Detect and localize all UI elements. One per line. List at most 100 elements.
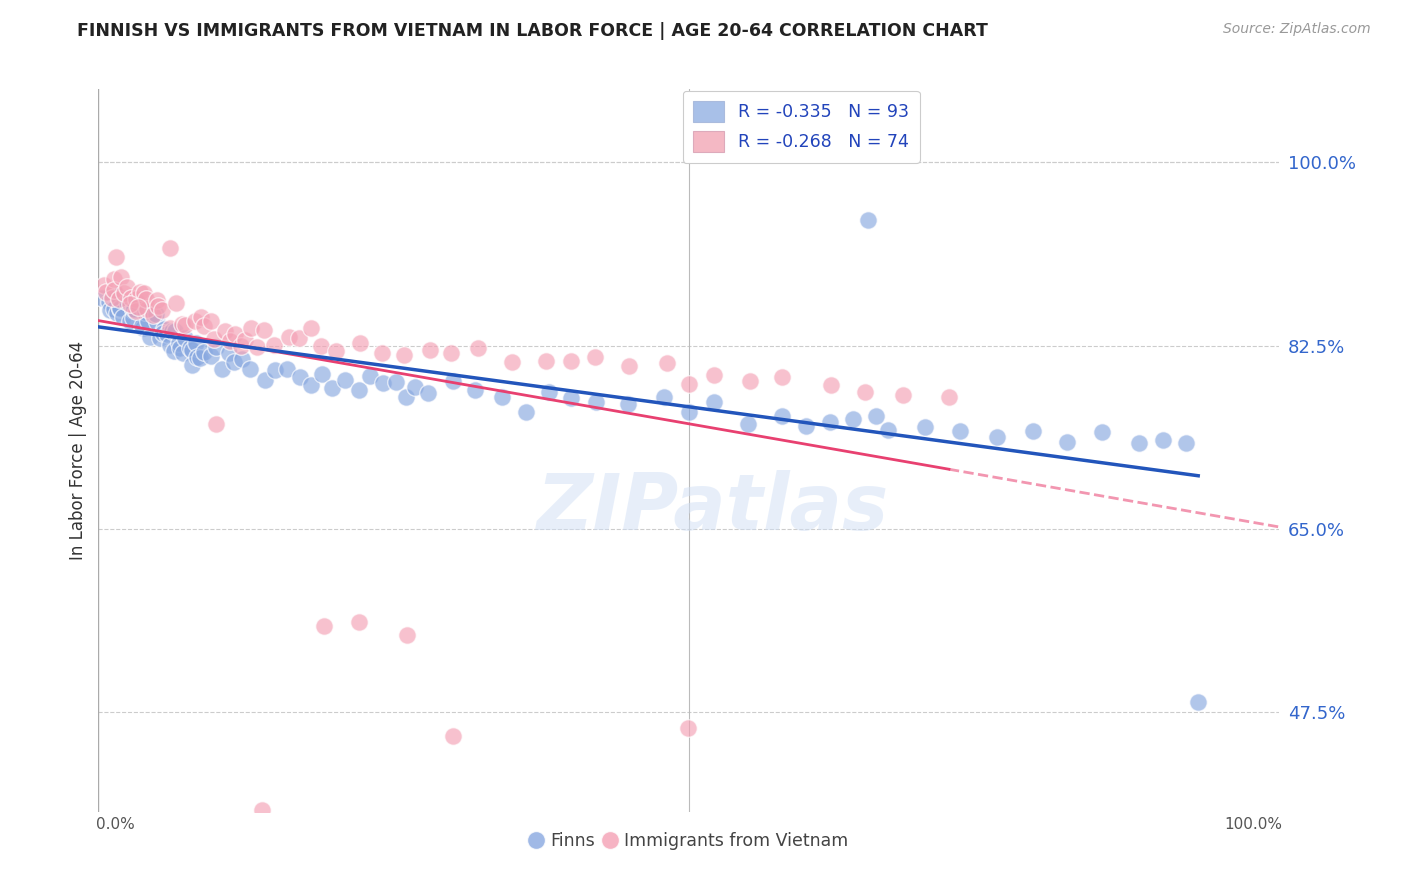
Point: [231, 339, 253, 353]
Point: [115, 280, 138, 294]
Point: [122, 302, 145, 317]
Point: [184, 314, 207, 328]
Point: [820, 378, 842, 392]
Point: [737, 417, 759, 431]
Point: [153, 322, 176, 336]
Point: [239, 362, 262, 376]
Point: [938, 390, 960, 404]
Point: [842, 412, 865, 426]
Point: [159, 320, 181, 334]
Point: [617, 397, 640, 411]
Point: [200, 349, 222, 363]
Point: [676, 721, 699, 735]
Point: [501, 355, 523, 369]
Point: [655, 356, 678, 370]
Point: [105, 288, 128, 302]
Point: [321, 381, 343, 395]
Point: [394, 348, 416, 362]
Point: [145, 307, 167, 321]
Point: [347, 615, 370, 629]
Text: Source: ZipAtlas.com: Source: ZipAtlas.com: [1223, 22, 1371, 37]
Point: [159, 338, 181, 352]
Point: [218, 346, 240, 360]
Point: [250, 803, 273, 817]
Point: [560, 354, 582, 368]
Point: [159, 241, 181, 255]
Point: [464, 383, 486, 397]
Point: [179, 341, 201, 355]
Point: [204, 417, 226, 431]
Point: [118, 314, 141, 328]
Point: [146, 299, 169, 313]
Point: [108, 292, 131, 306]
Point: [240, 320, 263, 334]
Point: [986, 430, 1008, 444]
Point: [395, 390, 418, 404]
Point: [142, 308, 165, 322]
Point: [146, 293, 169, 308]
Point: [703, 368, 725, 383]
Point: [560, 392, 582, 406]
Point: [276, 362, 298, 376]
Point: [233, 333, 256, 347]
Point: [617, 359, 640, 373]
Point: [163, 324, 186, 338]
Point: [224, 326, 246, 341]
Point: [1022, 424, 1045, 438]
Point: [1128, 435, 1150, 450]
Point: [162, 324, 184, 338]
Point: [132, 321, 155, 335]
Point: [231, 351, 253, 366]
Point: [467, 341, 489, 355]
Point: [253, 323, 276, 337]
Point: [263, 338, 285, 352]
Point: [246, 340, 269, 354]
Point: [93, 278, 115, 293]
Point: [404, 380, 426, 394]
Point: [98, 302, 121, 317]
Point: [441, 374, 464, 388]
Point: [118, 296, 141, 310]
Point: [738, 374, 761, 388]
Point: [583, 351, 606, 365]
Point: [98, 295, 121, 310]
Point: [1152, 433, 1174, 447]
Point: [288, 370, 311, 384]
Point: [165, 296, 187, 310]
Point: [678, 376, 700, 391]
Point: [134, 305, 156, 319]
Point: [146, 315, 169, 329]
Point: [856, 213, 879, 227]
Point: [103, 283, 125, 297]
Point: [124, 304, 146, 318]
Point: [122, 301, 145, 316]
Point: [131, 319, 153, 334]
Point: [91, 291, 114, 305]
Point: [654, 390, 676, 404]
Text: ZIPatlas: ZIPatlas: [537, 470, 889, 546]
Point: [135, 292, 157, 306]
Point: [585, 395, 607, 409]
Point: [312, 619, 335, 633]
Point: [96, 285, 118, 300]
Point: [441, 729, 464, 743]
Point: [264, 363, 287, 377]
Point: [188, 351, 211, 366]
Point: [156, 327, 179, 342]
Point: [1174, 436, 1197, 450]
Point: [333, 373, 356, 387]
Point: [1187, 695, 1209, 709]
Point: [770, 370, 793, 384]
Text: FINNISH VS IMMIGRANTS FROM VIETNAM IN LABOR FORCE | AGE 20-64 CORRELATION CHART: FINNISH VS IMMIGRANTS FROM VIETNAM IN LA…: [77, 22, 988, 40]
Point: [167, 335, 190, 350]
Point: [186, 350, 208, 364]
Point: [104, 251, 127, 265]
Point: [139, 330, 162, 344]
Point: [349, 335, 371, 350]
Point: [152, 326, 174, 340]
Point: [108, 301, 131, 315]
Point: [1056, 435, 1078, 450]
Point: [181, 358, 204, 372]
Point: [288, 331, 311, 345]
Point: [101, 291, 124, 305]
